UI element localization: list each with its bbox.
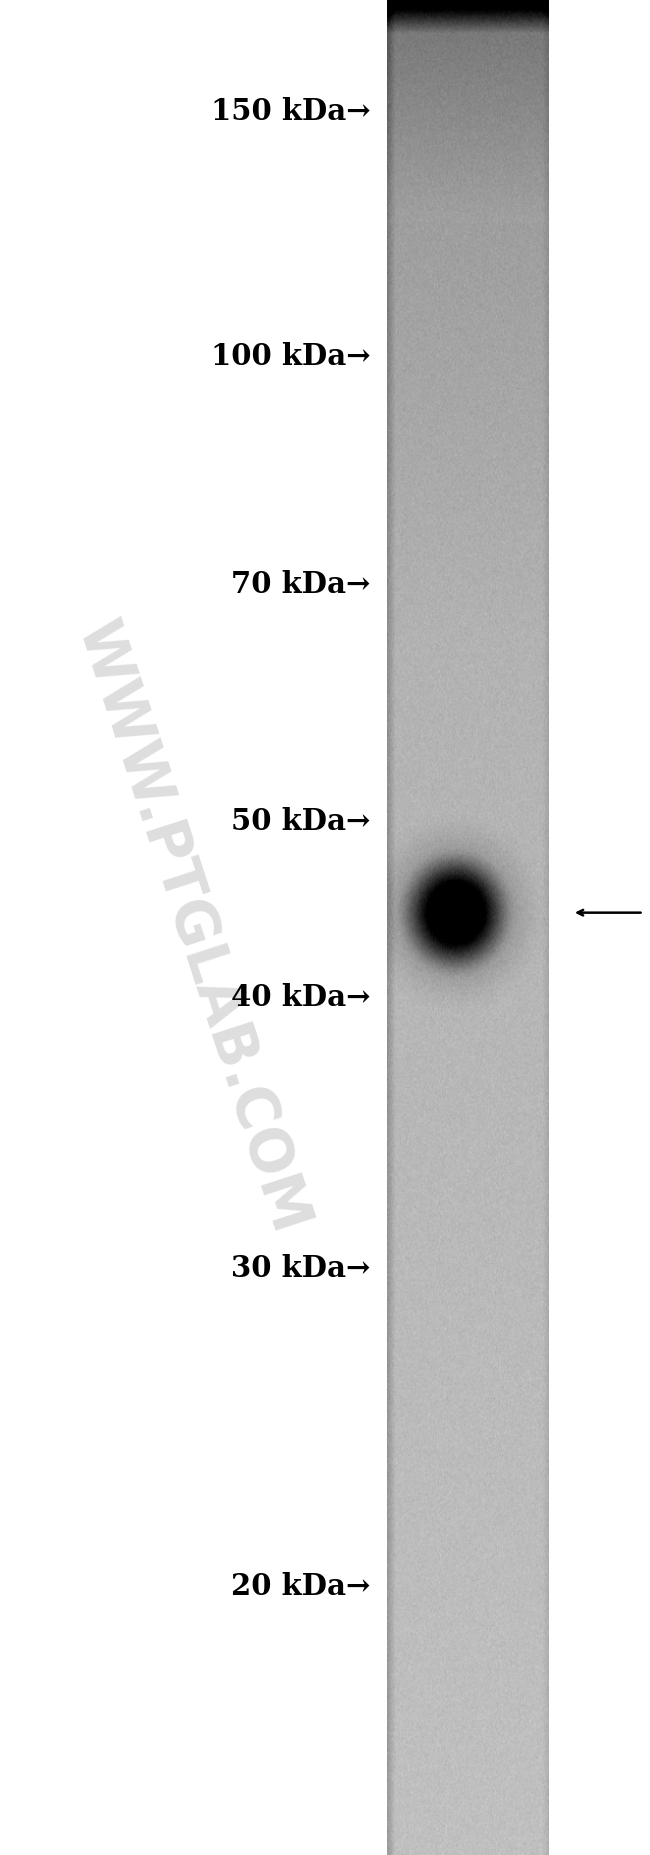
- Text: 20 kDa→: 20 kDa→: [231, 1571, 370, 1601]
- Text: 40 kDa→: 40 kDa→: [231, 983, 370, 1013]
- Text: WWW.PTGLAB.COM: WWW.PTGLAB.COM: [66, 614, 318, 1241]
- Bar: [549, 0, 650, 1855]
- Text: 150 kDa→: 150 kDa→: [211, 96, 370, 126]
- Text: 100 kDa→: 100 kDa→: [211, 341, 370, 371]
- Bar: [0, 0, 387, 1855]
- Text: 70 kDa→: 70 kDa→: [231, 569, 370, 599]
- Text: 30 kDa→: 30 kDa→: [231, 1254, 370, 1284]
- Text: 50 kDa→: 50 kDa→: [231, 807, 370, 837]
